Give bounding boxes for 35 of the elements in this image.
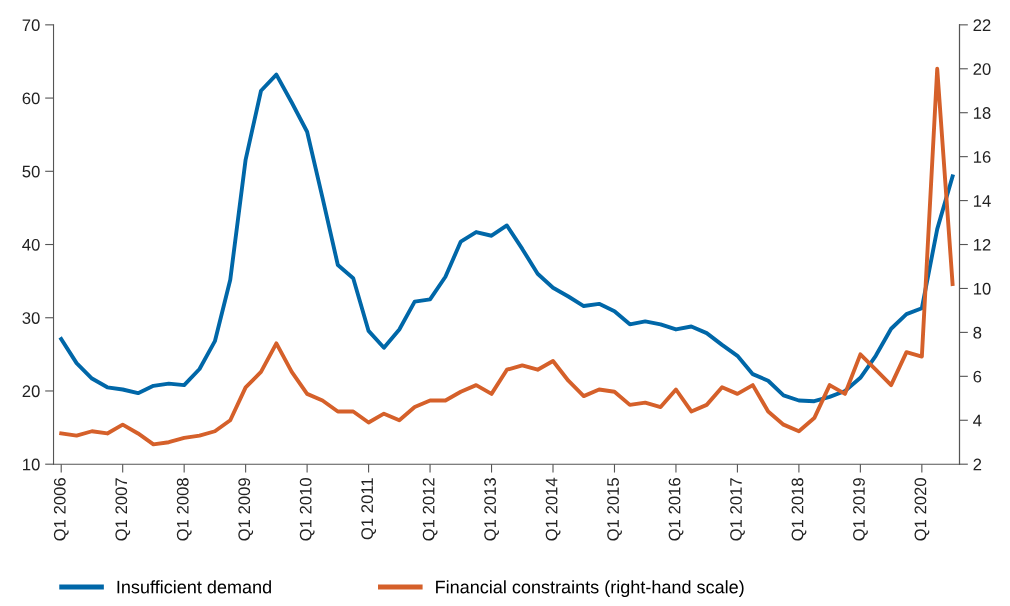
y2-tick-label: 10 [973,282,991,295]
y-tick-label: 50 [22,165,40,178]
x-tick-label: Q1 2006 [53,478,69,541]
y-tick-label: 60 [22,92,40,105]
x-tick-label: Q1 2015 [607,478,622,541]
legend-label: Financial constraints (right-hand scale) [436,580,744,598]
y-tick-label: 10 [23,458,40,471]
y-tick-label: 40 [22,238,40,251]
x-tick-label: Q1 2007 [115,478,131,541]
legend-label: Insufficient demand [117,580,271,594]
y2-tick-label: 20 [973,63,991,75]
y2-tick-label: 2 [973,458,982,471]
y2-tick-label: 8 [973,326,982,339]
y-tick-label: 70 [22,19,40,32]
x-tick-label: Q1 2018 [791,478,807,541]
x-tick-label: Q1 2016 [668,478,684,541]
x-tick-label: Q1 2017 [730,478,745,541]
y2-tick-label: 14 [973,195,991,207]
y2-tick-label: 22 [973,19,991,31]
x-tick-label: Q1 2013 [484,478,499,541]
y2-tick-label: 12 [973,238,991,251]
x-tick-label: Q1 2010 [299,478,315,541]
y2-tick-label: 4 [973,414,982,427]
y2-tick-label: 6 [973,370,982,383]
x-tick-label: Q1 2011 [361,478,377,540]
x-tick-label: Q1 2012 [422,478,438,541]
y-tick-label: 30 [22,312,40,324]
x-tick-label: Q1 2008 [176,478,192,541]
y2-tick-label: 16 [973,151,991,163]
x-tick-label: Q1 2020 [914,478,930,541]
y-tick-label: 20 [22,385,40,398]
x-tick-label: Q1 2019 [853,478,868,541]
x-tick-label: Q1 2009 [238,478,254,541]
y2-tick-label: 18 [973,107,991,119]
x-tick-label: Q1 2014 [545,477,561,541]
